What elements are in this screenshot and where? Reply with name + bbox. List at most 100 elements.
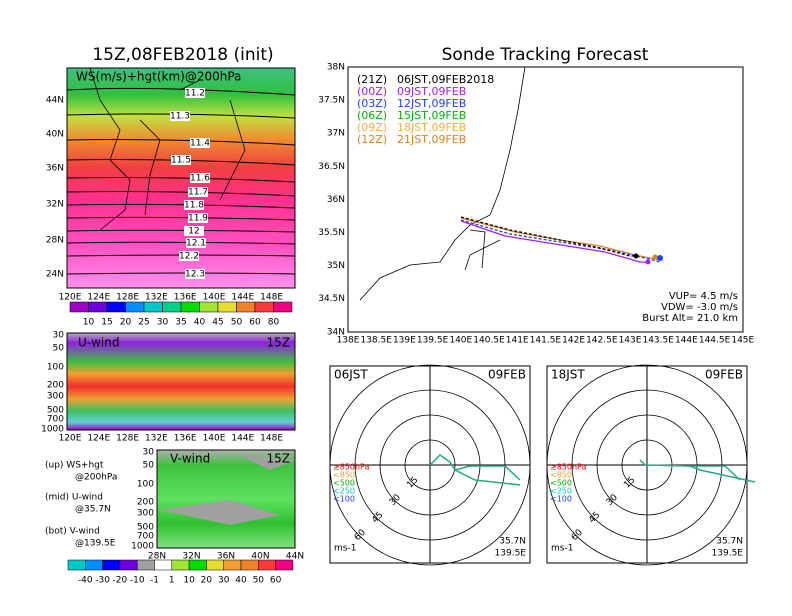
contour-label-bg [184,200,204,210]
legend-z: (09Z) [357,121,387,134]
tracks [460,216,661,263]
lon-tick-label: 145E [731,336,754,346]
level-label: <500 [550,479,572,488]
colorbar-box [258,559,276,571]
lat-tick-label: 44N [286,552,304,562]
legend-z: (06Z) [357,109,387,122]
lon-tick-label: 144.5E [699,336,731,346]
contour-label-bg [190,138,210,148]
legend-time: 06JST,09FEB2018 [397,73,494,86]
contour-label-bg [185,88,205,98]
p-tick-label: 500 [47,406,64,416]
colorbar-box [125,301,145,313]
lon-tick-label: 138E [337,336,360,346]
lon-tick-label: 120E [59,434,82,444]
lat-tick-label: 38N [327,63,345,73]
level-label: <850 [550,471,572,480]
p-tick-label: 1000 [41,425,64,435]
colorbar-box [217,301,237,313]
lat-tick-label: 36N [46,164,64,174]
lat-tick-label: 44N [46,96,64,106]
tracking-map [347,66,744,333]
level-label: <850 [333,471,355,480]
lon-tick-label: 128E [116,293,139,303]
lon-tick-label: 142.5E [586,336,618,346]
colorbar-label: 50 [231,318,243,328]
contour-label: 12.2 [179,252,199,262]
contour-label-bg [171,155,191,165]
colorbar-box [85,559,103,571]
contour-label: 11.7 [188,188,208,198]
colorbar-label: -30 [95,576,110,586]
lon-tick-label: 140E [449,336,472,346]
contour-label: 11.5 [171,156,191,166]
lat-tick-label: 28N [46,236,64,246]
hodo-lat: 35.7N [716,537,743,547]
contour-label: 12 [188,227,199,237]
track-end [657,255,663,261]
contour-label-bg [185,269,205,279]
lon-tick-label: 141E [506,336,529,346]
colorbar-label: 40 [235,576,247,586]
lat-tick-label: 36.5N [318,162,345,172]
lat-tick-label: 34.5N [318,294,345,304]
lat-tick-label: 32N [182,552,200,562]
stat: VDW= -3.0 m/s [661,302,738,313]
colorbar-label: 80 [268,318,280,328]
map-label: WS(m/s)+hgt(km)@200hPa [76,70,241,84]
colorbar-label: 1 [169,576,175,586]
lat-tick-label: 35.5N [318,228,345,238]
lat-tick-label: 28N [148,552,166,562]
lon-tick-label: 138.5E [360,336,392,346]
p-tick-label: 200 [137,498,154,508]
colorbar-box [106,301,126,313]
lat-tick-label: 35N [327,261,345,271]
hodo-time: 06JST [334,368,368,382]
stat: VUP= 4.5 m/s [669,291,738,302]
hodo-lat: 35.7N [499,537,526,547]
colorbar-label: -10 [130,576,145,586]
colorbar-label: 40 [194,318,206,328]
hodo-lon: 139.5E [495,549,527,559]
colorbar-box [154,559,173,571]
coastline [89,67,246,231]
colorbar-box [254,301,274,313]
lat-tick-label: 40N [46,130,64,140]
p-tick-label: 300 [47,392,64,402]
hodo-time: 18JST [551,368,585,382]
panel-label: V-wind [170,452,210,466]
colorbar-label: 30 [157,318,169,328]
lat-tick-label: 32N [46,200,64,210]
tracking-title: Sonde Tracking Forecast [442,45,649,65]
legend-time: 12JST,09FEB [397,97,466,110]
legend-time: 18JST,09FEB [397,121,466,134]
panel-time: 15Z [267,452,291,466]
note: @139.5E [75,539,116,549]
level-label: <100 [550,495,572,504]
colorbar-label: -20 [113,576,128,586]
level-label: <250 [550,487,572,496]
level-label: <250 [333,487,355,496]
v-wind-patch [160,455,295,525]
p-tick-label: 700 [137,532,154,542]
lon-tick-label: 142E [562,336,585,346]
lat-tick-label: 40N [251,552,269,562]
legend-z: (03Z) [357,97,387,110]
note: (bot) V-wind [45,527,100,537]
colorbar-box [188,559,207,571]
hodograph-trace [639,459,756,483]
colorbar-box [88,301,108,313]
colorbar-label: 20 [120,318,132,328]
level-label: <500 [333,479,355,488]
legend-time: 21JST,09FEB [397,133,466,146]
colorbar-box [240,559,259,571]
colorbar-label: 50 [253,576,265,586]
contour-label: 12.1 [186,239,206,249]
lon-tick-label: 140.5E [473,336,505,346]
colorbar-box [273,301,293,313]
lat-tick-label: 37.5N [318,96,345,106]
p-tick-label: 200 [47,381,64,391]
lon-tick-label: 132E [145,434,168,444]
colorbar-label: 60 [249,318,261,328]
